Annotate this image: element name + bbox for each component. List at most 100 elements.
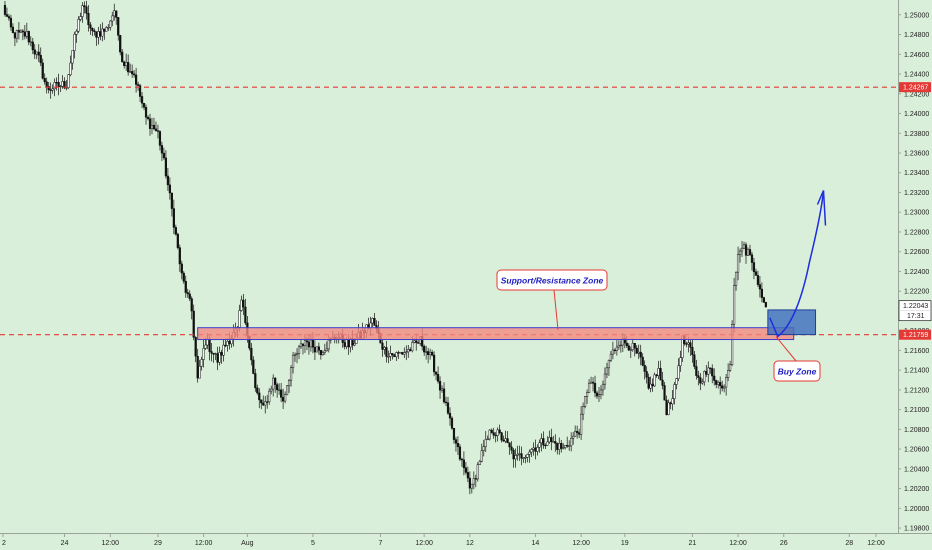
x-tick-label: 26 <box>780 540 788 547</box>
y-tick-label: 1.19800 <box>904 526 929 533</box>
candle <box>756 270 760 287</box>
candle <box>11 23 15 34</box>
candle <box>79 12 82 22</box>
candle <box>103 28 106 40</box>
candle <box>186 288 189 298</box>
x-tick-label: Aug <box>241 540 254 547</box>
candle <box>504 430 507 444</box>
candle <box>51 84 54 94</box>
candle <box>709 367 712 374</box>
candle <box>591 377 595 392</box>
candle <box>399 352 402 354</box>
candle <box>268 388 271 405</box>
projection-arrow[interactable] <box>769 190 825 338</box>
candle <box>498 424 501 435</box>
candle <box>446 396 450 415</box>
candle <box>663 381 666 401</box>
candle <box>754 268 758 276</box>
candle <box>35 51 38 60</box>
buy-zone[interactable] <box>767 309 817 336</box>
buy-callout-box[interactable] <box>773 360 821 382</box>
candle <box>597 387 601 403</box>
candle <box>685 341 688 348</box>
candle <box>641 353 644 367</box>
candle <box>544 443 547 449</box>
candle <box>438 376 442 399</box>
candle <box>274 377 277 393</box>
candle <box>136 81 140 91</box>
candle <box>262 395 265 407</box>
candle <box>518 445 521 461</box>
candle <box>385 341 388 363</box>
candle <box>436 366 440 384</box>
candle <box>182 271 185 284</box>
y-tick-label: 1.22200 <box>904 289 929 296</box>
candle <box>526 453 529 463</box>
candle <box>198 359 201 379</box>
candle <box>184 275 187 298</box>
candle <box>59 85 62 93</box>
candle <box>552 435 555 443</box>
candle <box>325 341 328 352</box>
candle <box>25 22 28 39</box>
candle <box>538 439 541 453</box>
candle <box>291 351 295 374</box>
x-tick-label: 12:00 <box>102 540 120 547</box>
candle <box>405 345 408 361</box>
candle <box>530 448 533 458</box>
projection-arrowhead <box>816 190 827 226</box>
candle <box>699 373 702 391</box>
candle <box>536 444 539 456</box>
candle <box>444 396 448 407</box>
candle <box>520 446 523 466</box>
candle <box>669 401 672 410</box>
time-axis[interactable]: 2 24 12:00 29 12:00 Aug 5 7 12:00 12 14 12:00 19 21 12… <box>2 533 885 547</box>
candle <box>705 364 708 377</box>
price-tags-layer: 1.24267 1.21759 1.22043 17:31 <box>898 82 932 340</box>
candle <box>164 150 168 179</box>
candle <box>319 350 322 360</box>
y-tick-label: 1.22600 <box>904 249 929 256</box>
candle <box>381 339 384 357</box>
candle <box>417 340 420 344</box>
candle <box>452 427 456 444</box>
candle <box>665 395 668 416</box>
candle <box>212 352 215 363</box>
candle <box>272 374 275 397</box>
candle <box>635 345 638 354</box>
sr-callout-box[interactable] <box>496 269 608 291</box>
candle <box>244 298 247 326</box>
support-resistance-zone[interactable] <box>197 327 795 341</box>
candle <box>156 124 160 139</box>
candle <box>254 368 257 392</box>
candle <box>142 102 146 111</box>
candle <box>99 24 102 41</box>
candle <box>266 394 269 409</box>
candle <box>75 29 78 43</box>
candle <box>564 444 567 450</box>
candle <box>760 282 763 303</box>
candle <box>472 471 475 490</box>
x-tick-label: 14 <box>532 540 540 547</box>
zones-layer <box>197 309 817 341</box>
candle <box>61 75 64 89</box>
candle <box>313 340 316 360</box>
candle <box>154 121 158 132</box>
candle <box>695 359 698 380</box>
candle <box>506 431 509 444</box>
candle <box>323 343 326 356</box>
x-tick-label: 12 <box>466 540 474 547</box>
candle <box>558 437 561 455</box>
buy-callout-pointer <box>775 336 797 362</box>
candle <box>423 344 426 356</box>
candle <box>87 5 90 32</box>
candle <box>55 77 58 91</box>
candle <box>711 364 714 384</box>
candle <box>41 58 44 80</box>
candle <box>409 347 412 352</box>
candle <box>194 336 197 363</box>
candle <box>129 63 132 73</box>
